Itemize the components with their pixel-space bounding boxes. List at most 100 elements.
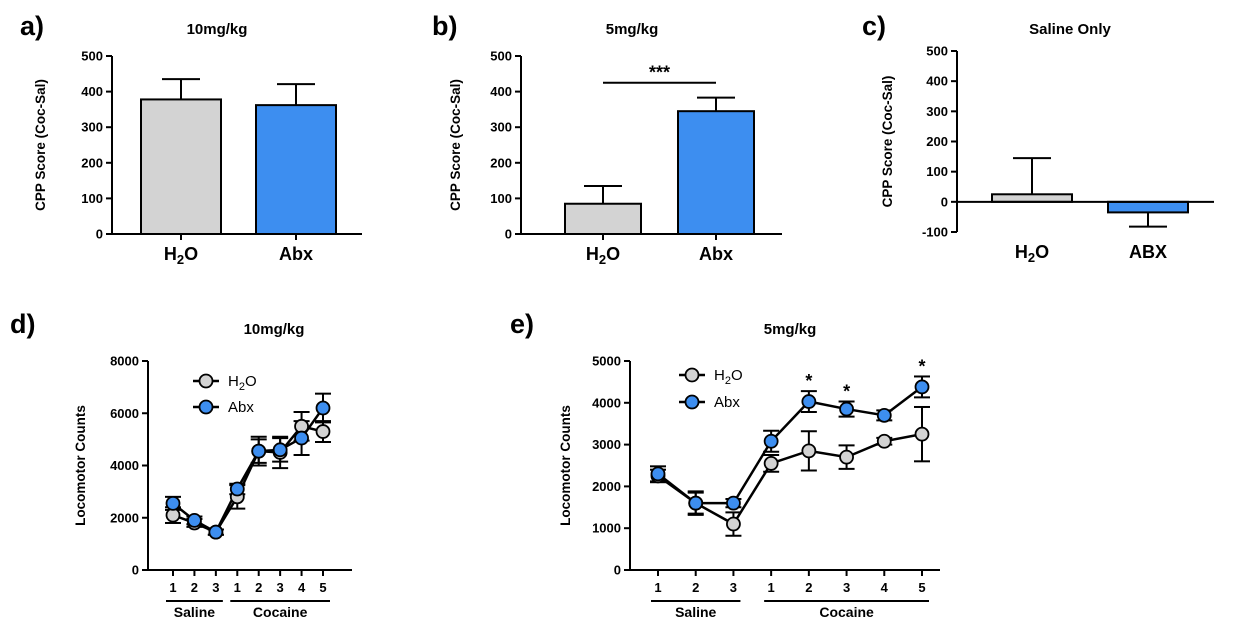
x-tick-label: 3 [730,580,737,595]
group-label: Saline [675,604,716,620]
y-tick-label: 100 [926,164,948,179]
y-tick-label: 400 [926,74,948,89]
chart-title: Saline Only [1029,21,1111,38]
x-tick-label: 1 [169,580,176,595]
group-label: Cocaine [819,604,874,620]
chart-panel-a: a) 10mg/kg CPP Score (Coc-Sal) 0 100 200 300 40… [20,11,362,267]
data-point [315,424,331,439]
x-tick-label: 3 [277,580,284,595]
group-label: Saline [174,604,215,620]
bar [564,202,642,236]
chart-title: 10mg/kg [244,321,305,338]
legend-marker [198,399,214,415]
x-category-label: Abx [279,244,313,264]
y-tick-label: 400 [81,84,103,99]
bar [677,110,755,235]
x-tick-label: 2 [805,580,812,595]
x-category-label: H2O [1015,242,1049,265]
x-tick-label: 1 [234,580,241,595]
chart-panel-d: d) 10mg/kg Locomotor Counts 0 2000 4000 6000 80… [10,309,352,620]
legend-marker [684,394,700,410]
y-tick-label: 300 [926,104,948,119]
y-tick-label: 100 [490,191,512,206]
y-tick-label: 500 [81,49,103,64]
bar [991,193,1073,203]
y-tick-label: 300 [490,120,512,135]
data-point [763,456,779,471]
legend-marker [684,367,700,383]
bar [1107,200,1189,214]
x-tick-label: 1 [654,580,661,595]
data-point [229,481,245,497]
x-category-label: H2O [164,244,198,267]
bar [140,98,222,235]
legend-label: H2O [228,373,257,393]
x-tick-label: 3 [843,580,850,595]
x-tick-label: 2 [191,580,198,595]
x-tick-label: 2 [692,580,699,595]
y-tick-label: 300 [81,120,103,135]
chart-panel-c: c) Saline Only CPP Score (Coc-Sal) -100 0 100… [862,11,1214,265]
data-point [688,495,704,511]
y-tick-label: 8000 [110,354,139,369]
significance-label: * [843,382,850,402]
data-point [801,394,817,409]
chart-panel-b: b) 5mg/kg CPP Score (Coc-Sal) 0 100 200 300 400… [432,11,782,267]
y-tick-label: 4000 [592,395,621,410]
data-point [187,512,202,528]
y-tick-label: 200 [926,134,948,149]
legend-label: H2O [714,367,743,387]
data-point [208,524,224,540]
y-tick-label: 400 [490,84,512,99]
y-axis-label: CPP Score (Coc-Sal) [33,79,48,211]
x-tick-label: 3 [212,580,219,595]
panel-label: c) [862,11,886,41]
y-tick-label: 200 [81,155,103,170]
significance-label: *** [649,63,670,83]
y-axis-label: CPP Score (Coc-Sal) [448,79,463,211]
y-axis-label: CPP Score (Coc-Sal) [880,76,895,208]
legend-label: Abx [714,394,740,411]
y-tick-label: 2000 [592,479,621,494]
data-point [801,443,817,459]
chart-panel-e: e) 5mg/kg Locomotor Counts 0 1000 2000 3000 400… [510,309,940,620]
data-point [251,443,267,459]
x-tick-label: 2 [255,580,262,595]
x-category-label: ABX [1129,242,1167,262]
y-tick-label: 1000 [592,521,621,536]
y-tick-label: 3000 [592,437,621,452]
data-point [914,426,930,442]
data-point [763,433,779,449]
data-point [914,379,930,395]
data-point [876,433,892,449]
data-point [726,495,741,511]
y-tick-label: 0 [941,194,948,209]
data-point [650,466,666,482]
bar [255,104,337,235]
y-tick-label: 0 [96,227,103,242]
panel-label: b) [432,11,457,41]
x-tick-label: 4 [881,580,889,595]
significance-label: * [805,371,812,391]
y-tick-label: -100 [922,225,948,240]
x-tick-label: 5 [319,580,326,595]
data-point [315,400,331,416]
data-point [294,430,309,446]
y-tick-label: 200 [490,155,512,170]
chart-title: 10mg/kg [187,21,248,38]
significance-label: * [918,356,925,376]
data-point [165,495,181,511]
x-tick-label: 5 [918,580,925,595]
y-tick-label: 0 [614,563,621,578]
y-axis-label: Locomotor Counts [73,405,88,526]
x-category-label: Abx [699,244,733,264]
legend-label: Abx [228,399,254,416]
data-point [726,516,741,532]
y-tick-label: 500 [490,49,512,64]
panel-label: e) [510,309,534,339]
x-category-label: H2O [586,244,620,267]
y-axis-label: Locomotor Counts [558,405,573,526]
x-tick-label: 1 [768,580,775,595]
chart-title: 5mg/kg [764,321,817,338]
